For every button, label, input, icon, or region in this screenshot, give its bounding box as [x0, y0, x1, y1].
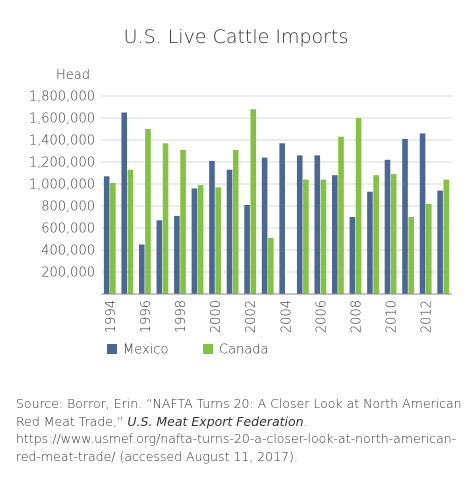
bar-mexico-2000: [209, 160, 215, 294]
source-citation-journal: U.S. Meat Export Federation: [127, 413, 304, 429]
bar-mexico-2005: [296, 155, 303, 294]
chart-title: U.S. Live Cattle Imports: [124, 26, 349, 48]
bar-canada-2000: [215, 187, 221, 294]
legend-swatch-canada: [203, 344, 213, 354]
x-tick-label: 1994: [104, 300, 119, 333]
bar-mexico-1998: [174, 215, 180, 294]
bar-canada-2012: [425, 203, 432, 294]
x-tick-label: 2006: [314, 300, 329, 333]
bar-canada-2010: [390, 174, 397, 294]
bar-mexico-2007: [332, 175, 338, 294]
bar-mexico-2003: [261, 157, 268, 294]
y-axis-label: Head: [56, 68, 90, 83]
bar-mexico-1999: [191, 188, 198, 294]
bar-canada-1998: [180, 149, 186, 294]
x-tick-label: 2000: [209, 300, 224, 333]
bar-mexico-2002: [244, 204, 250, 294]
bar-mexico-2001: [226, 169, 233, 294]
bar-mexico-1994: [103, 176, 110, 294]
bar-canada-2001: [232, 149, 239, 294]
cattle-imports-chart: U.S. Live Cattle Imports Head 200,000 400…: [29, 26, 452, 358]
bar-canada-2008: [355, 118, 362, 294]
bar-canada-2002: [250, 109, 257, 294]
bar-canada-1994: [110, 182, 116, 294]
y-tick-label: 1,800,000: [29, 90, 95, 105]
bar-canada-2005: [303, 179, 309, 294]
bar-canada-1999: [197, 185, 204, 294]
y-tick-label: 1,600,000: [29, 112, 95, 127]
bar-mexico-2004: [279, 143, 285, 294]
x-tick-label: 2012: [420, 300, 435, 333]
bar-canada-1997: [162, 143, 169, 294]
source-citation-suffix: . https://www.usmef.org/nafta-turns-20-a…: [16, 413, 457, 464]
bar-mexico-2013: [437, 190, 443, 294]
y-tick-label: 1,400,000: [29, 134, 95, 149]
bar-mexico-1996: [138, 244, 145, 294]
bar-canada-1996: [145, 129, 151, 294]
bar-mexico-2010: [384, 159, 391, 294]
bar-mexico-2009: [367, 191, 373, 294]
bar-canada-2007: [338, 136, 344, 294]
x-tick-label: 2004: [279, 300, 294, 333]
gridlines: [101, 95, 452, 273]
bar-mexico-1995: [121, 112, 128, 294]
y-tick-label: 1,000,000: [29, 178, 95, 193]
y-tick-label: 600,000: [41, 222, 95, 237]
bar-canada-2011: [408, 217, 415, 294]
x-tick-label: 2008: [349, 300, 364, 333]
x-tick-label: 1998: [174, 300, 189, 333]
legend-label-mexico: Mexico: [123, 343, 168, 358]
y-tick-labels: 200,000 400,000 600,000 800,000 1,000,000 1,2…: [29, 90, 95, 281]
bar-canada-2009: [373, 175, 379, 294]
x-tick-labels: 1994 1996 1998 2000 2002 2004 2006 2008 2010 2012: [104, 300, 435, 333]
x-tick-label: 2010: [385, 300, 400, 333]
source-citation: Source: Borror, Erin. “NAFTA Turns 20: A…: [16, 395, 466, 465]
legend-swatch-mexico: [107, 344, 117, 354]
legend-label-canada: Canada: [219, 343, 268, 358]
bar-mexico-2008: [349, 217, 356, 294]
bar-canada-1995: [127, 169, 134, 294]
bar-mexico-2012: [419, 133, 426, 294]
y-tick-label: 400,000: [41, 244, 95, 259]
x-tick-label: 1996: [139, 300, 154, 333]
bars: [103, 109, 450, 294]
y-tick-label: 1,200,000: [29, 156, 95, 171]
bar-mexico-2006: [314, 155, 321, 294]
source-citation-prefix: Source: Borror, Erin. “NAFTA Turns 20: A…: [16, 396, 462, 429]
bar-canada-2013: [443, 179, 450, 294]
bar-mexico-2011: [402, 138, 408, 294]
y-tick-label: 800,000: [41, 200, 95, 215]
x-tick-label: 2002: [244, 300, 259, 333]
bar-canada-2006: [320, 179, 327, 294]
bar-mexico-1997: [156, 220, 163, 294]
y-tick-label: 200,000: [41, 266, 95, 281]
legend: Mexico Canada: [107, 343, 268, 358]
bar-canada-2003: [268, 237, 274, 294]
